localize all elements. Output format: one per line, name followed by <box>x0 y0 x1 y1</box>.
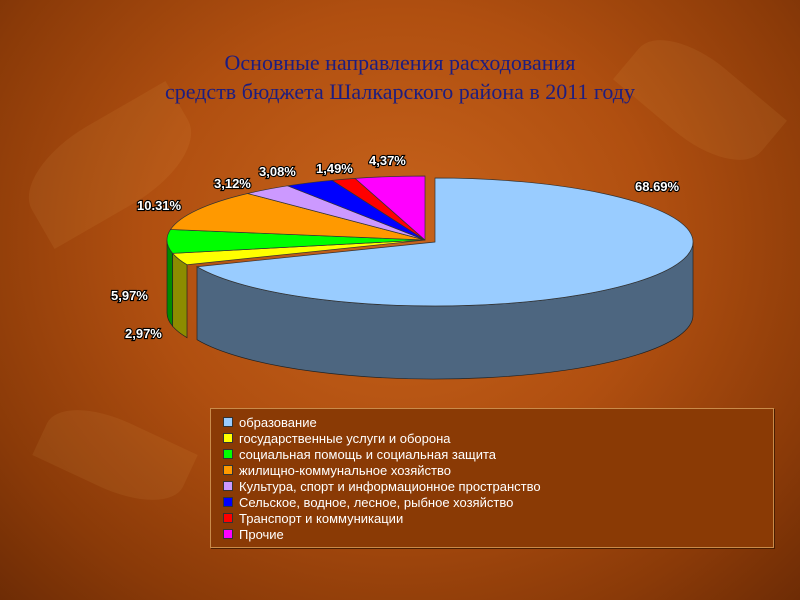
legend-swatch <box>223 481 233 491</box>
pie-data-label: 1,49% <box>316 161 353 176</box>
legend-label: Прочие <box>239 527 284 542</box>
legend-label: Транспорт и коммуникации <box>239 511 404 526</box>
chart-legend: образование государственные услуги и обор… <box>210 408 774 548</box>
title-line-1: Основные направления расходования <box>224 50 576 75</box>
pie-data-label: 10.31% <box>137 198 182 213</box>
legend-item: Прочие <box>223 527 773 543</box>
legend-label: Сельское, водное, лесное, рыбное хозяйст… <box>239 495 514 510</box>
legend-item: Транспорт и коммуникации <box>223 511 773 527</box>
legend-swatch <box>223 417 233 427</box>
legend-label: Культура, спорт и информационное простра… <box>239 479 541 494</box>
legend-label: социальная помощь и социальная защита <box>239 447 497 462</box>
pie-slice-side <box>172 252 188 339</box>
slide-title: Основные направления расходования средст… <box>0 48 800 106</box>
legend-item: жилищно-коммунальное хозяйство <box>223 463 773 479</box>
pie-slice <box>169 193 426 241</box>
legend-swatch <box>223 529 233 539</box>
pie-chart: 68.69% 2,97% 5,97% 10.31% 3,12% 3,08% 1,49% 4,3… <box>110 152 694 380</box>
legend-item: Сельское, водное, лесное, рыбное хозяйст… <box>223 495 773 511</box>
legend-label: государственные услуги и оборона <box>239 431 451 446</box>
legend-swatch <box>223 513 233 523</box>
pie-slice <box>354 175 426 241</box>
pie-data-label: 68.69% <box>635 179 680 194</box>
legend-label: жилищно-коммунальное хозяйство <box>239 463 451 478</box>
legend-swatch <box>223 433 233 443</box>
legend-swatch <box>223 497 233 507</box>
pie-slice-side <box>166 239 174 328</box>
legend-item: государственные услуги и оборона <box>223 431 773 447</box>
pie-slice <box>195 177 694 307</box>
legend-item: социальная помощь и социальная защита <box>223 447 773 463</box>
pie-data-label: 4,37% <box>369 153 406 168</box>
pie-data-label: 5,97% <box>111 288 148 303</box>
pie-data-label: 3,08% <box>259 164 296 179</box>
legend-swatch <box>223 449 233 459</box>
legend-item: Культура, спорт и информационное простра… <box>223 479 773 495</box>
legend-swatch <box>223 465 233 475</box>
pie-data-label: 3,12% <box>214 176 251 191</box>
background-leaf <box>32 391 198 519</box>
pie-data-label: 2,97% <box>125 326 162 341</box>
legend-label: образование <box>239 415 317 430</box>
legend-item: образование <box>223 415 773 431</box>
title-line-2: средств бюджета Шалкарского района в 201… <box>165 79 635 104</box>
